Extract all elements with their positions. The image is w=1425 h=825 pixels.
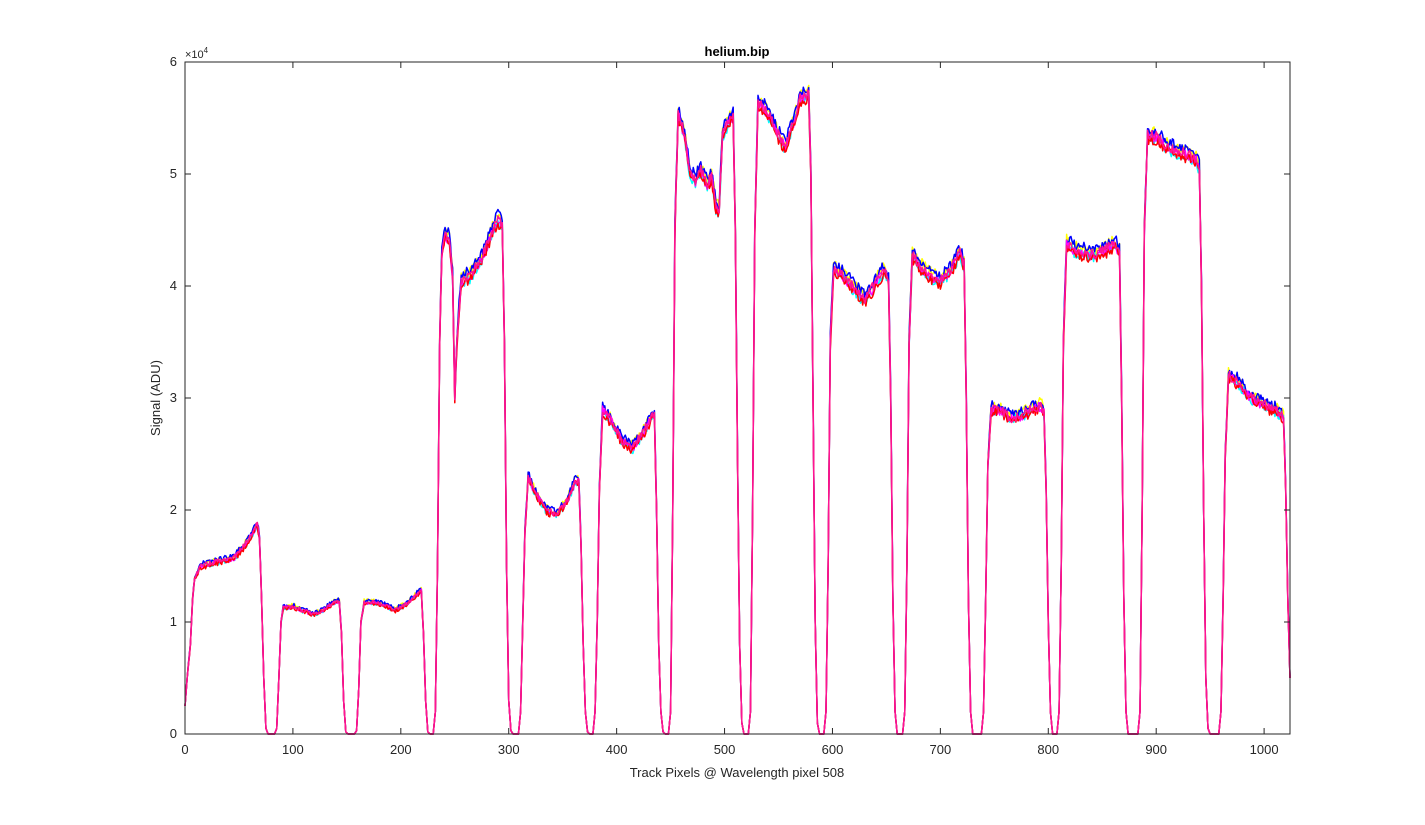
y-exponent-base: ×10 <box>185 49 204 61</box>
x-tick-label: 700 <box>930 742 952 757</box>
series-line <box>184 89 1291 735</box>
x-tick-label: 400 <box>606 742 628 757</box>
x-tick-label: 300 <box>498 742 520 757</box>
series-layer <box>184 84 1291 735</box>
x-axis-title: Track Pixels @ Wavelength pixel 508 <box>630 765 845 780</box>
y-tick-label: 0 <box>170 726 177 741</box>
x-tick-label: 0 <box>181 742 188 757</box>
y-tick-label: 3 <box>170 390 177 405</box>
y-tick-label: 6 <box>170 54 177 69</box>
x-tick-label: 1000 <box>1250 742 1279 757</box>
x-tick-label: 800 <box>1037 742 1059 757</box>
x-tick-label: 500 <box>714 742 736 757</box>
x-tick-label: 100 <box>282 742 304 757</box>
x-axis-ticks: 0 100 200 300 400 500 600 700 800 900 1000 <box>181 62 1279 757</box>
chart-title: helium.bip <box>705 44 770 59</box>
x-tick-label: 200 <box>390 742 412 757</box>
y-axis-ticks: 0 1 2 3 4 5 6 <box>170 54 1290 741</box>
y-axis-title: Signal (ADU) <box>148 360 163 436</box>
y-tick-label: 4 <box>170 278 177 293</box>
x-tick-label: 900 <box>1145 742 1167 757</box>
x-tick-label: 600 <box>822 742 844 757</box>
y-exponent-label: ×104 <box>185 46 209 61</box>
y-exponent-power: 4 <box>204 46 209 55</box>
y-tick-label: 2 <box>170 502 177 517</box>
y-tick-label: 1 <box>170 614 177 629</box>
y-tick-label: 5 <box>170 166 177 181</box>
